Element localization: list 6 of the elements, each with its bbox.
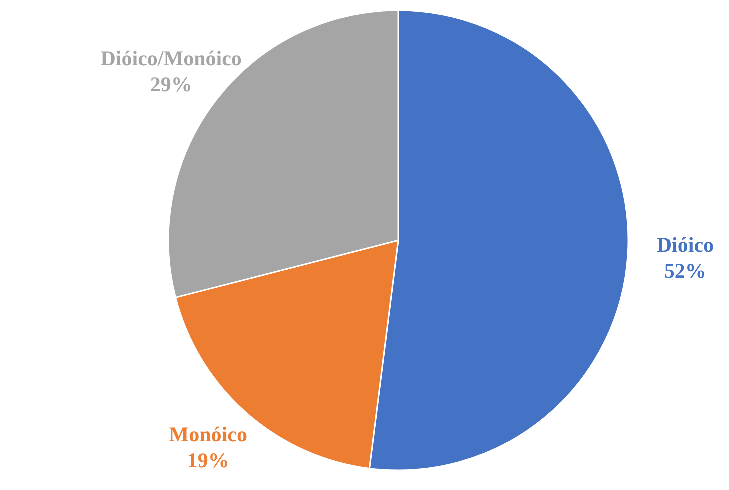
slice-label: Dióico/Monóico	[100, 46, 242, 70]
data-label: 29%	[150, 72, 192, 96]
slice-label: Monóico	[169, 422, 248, 447]
slice-label: Dióico	[656, 232, 714, 257]
data-label: 52%	[664, 258, 706, 283]
data-label: 19%	[187, 448, 230, 473]
